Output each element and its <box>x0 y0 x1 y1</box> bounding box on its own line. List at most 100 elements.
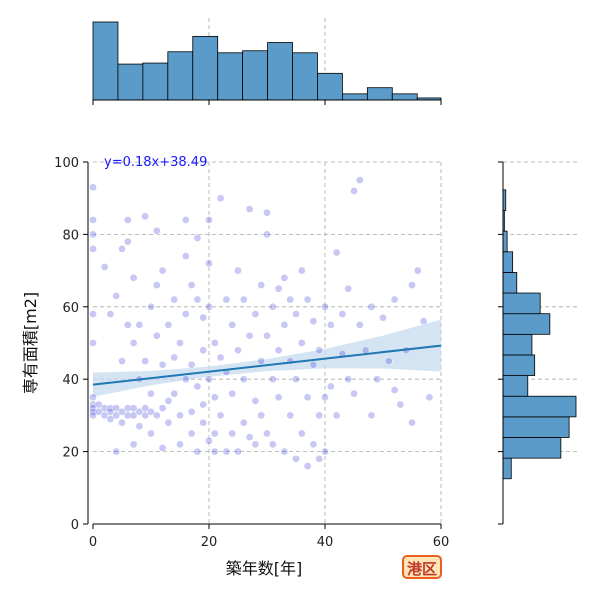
scatter-point <box>187 281 196 289</box>
scatter-point <box>286 295 295 304</box>
scatter-point <box>222 295 231 304</box>
scatter-point <box>321 447 329 456</box>
scatter-point <box>326 382 335 391</box>
scatter-point <box>152 331 161 340</box>
x-hist-bar <box>217 52 244 101</box>
scatter-point <box>89 183 97 192</box>
y-tick-label: 60 <box>62 301 79 316</box>
scatter-point <box>210 429 219 438</box>
scatter-point <box>297 339 306 347</box>
y-tick-label: 20 <box>62 446 79 461</box>
y-tick-label: 80 <box>62 228 79 243</box>
scatter-point <box>106 310 115 318</box>
x-hist-bar <box>366 87 393 101</box>
y-hist-bar <box>502 354 536 376</box>
scatter-point <box>158 360 167 369</box>
scatter-point <box>129 440 138 449</box>
scatter-point <box>181 375 190 384</box>
scatter-point <box>112 447 121 456</box>
scatter-point <box>89 245 97 253</box>
scatter-point <box>89 411 97 420</box>
scatter-point <box>118 418 126 427</box>
y-hist-bar <box>502 416 570 438</box>
x-tick-label: 0 <box>89 535 97 550</box>
x-hist-bar <box>142 62 169 101</box>
y-hist-bar <box>502 272 518 294</box>
scatter-point <box>123 216 132 224</box>
scatter-point <box>245 205 254 213</box>
scatter-point <box>205 436 213 445</box>
scatter-point <box>268 440 277 449</box>
scatter-point <box>118 357 126 365</box>
scatter-point <box>228 429 237 438</box>
scatter-point <box>112 292 121 300</box>
y-hist-bar <box>502 375 529 397</box>
scatter-point <box>303 393 312 402</box>
scatter-point <box>135 321 144 329</box>
scatter-point <box>89 216 97 224</box>
scatter-point <box>274 393 283 402</box>
scatter-point <box>274 284 283 293</box>
x-hist-bar <box>92 21 119 101</box>
scatter-point <box>379 313 387 322</box>
scatter-point <box>187 360 196 369</box>
y-marginal-histogram <box>498 161 580 525</box>
scatter-point <box>152 281 161 289</box>
main-axes: 0 20 40 60 0 20 40 60 80 100 <box>54 156 449 550</box>
scatter-point <box>147 302 155 311</box>
x-hist-bar <box>117 63 144 101</box>
scatter-point <box>181 310 190 318</box>
scatter-point <box>129 404 138 413</box>
x-tick-label: 40 <box>317 535 334 550</box>
scatter-point <box>367 302 376 311</box>
scatter-point <box>193 295 202 304</box>
scatter-point <box>210 447 219 456</box>
scatter-point <box>419 317 428 326</box>
scatter-point <box>176 411 184 420</box>
scatter-point <box>199 346 208 355</box>
scatter-point <box>112 404 121 413</box>
scatter-point <box>280 447 289 456</box>
scatter-point <box>234 346 242 355</box>
scatter-point <box>141 404 150 413</box>
scatter-point <box>106 415 115 423</box>
y-tick-label: 0 <box>71 518 79 533</box>
scatter-point <box>147 389 155 398</box>
scatter-point <box>176 339 184 347</box>
scatter-point <box>332 411 341 420</box>
scatter-point <box>129 273 138 282</box>
scatter-point <box>274 346 283 355</box>
main-gridlines <box>93 161 442 524</box>
x-hist-bar <box>341 93 368 101</box>
scatter-point <box>141 357 150 365</box>
scatter-point <box>193 382 202 391</box>
scatter-point <box>158 266 167 275</box>
y-hist-bar <box>502 437 562 459</box>
scatter-point <box>164 397 173 405</box>
scatter-point <box>123 404 132 413</box>
scatter-point <box>309 440 318 449</box>
scatter-point <box>367 411 376 420</box>
scatter-point <box>315 454 324 463</box>
scatter-point <box>303 462 312 470</box>
scatter-point <box>257 357 266 365</box>
scatter-point <box>280 321 289 329</box>
scatter-point <box>425 393 434 402</box>
scatter-point <box>321 302 329 311</box>
scatter-point <box>158 444 167 452</box>
scatter-point <box>210 393 219 402</box>
scatter-point <box>170 295 179 304</box>
scatter-point <box>205 216 213 224</box>
scatter-point <box>239 375 248 384</box>
scatter-point <box>280 273 289 282</box>
scatter-point <box>263 208 271 217</box>
scatter-point <box>297 429 306 438</box>
x-hist-bar <box>192 35 219 101</box>
scatter-point <box>193 234 202 242</box>
scatter-point <box>199 418 208 427</box>
scatter-point <box>170 353 179 362</box>
regression-line-group <box>92 344 442 386</box>
scatter-point <box>315 411 324 420</box>
scatter-point <box>245 433 254 441</box>
